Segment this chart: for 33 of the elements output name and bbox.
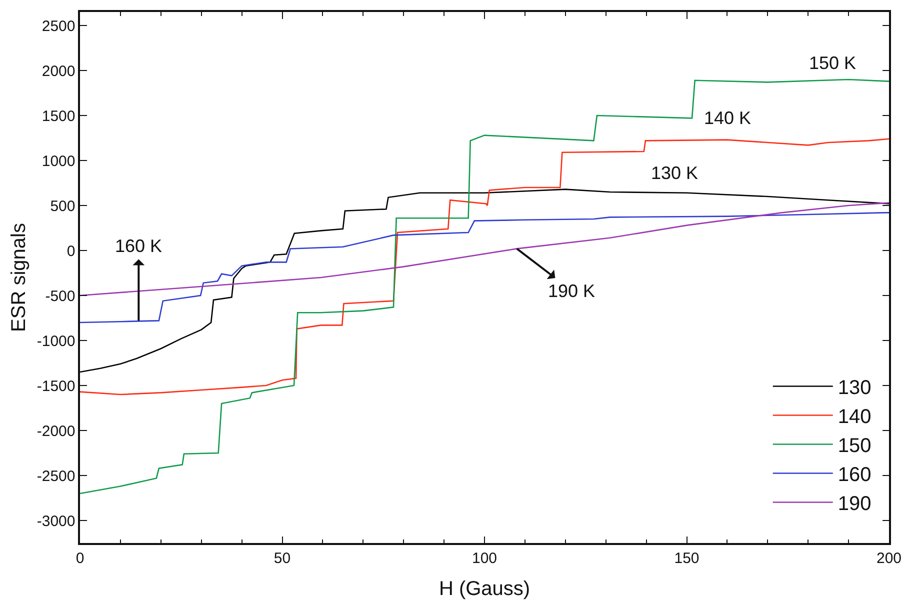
x-tick-label: 50 bbox=[274, 550, 291, 567]
y-tick-label: -1000 bbox=[36, 332, 76, 350]
y-tick-label: 0 bbox=[66, 242, 76, 260]
x-tick-label: 200 bbox=[876, 550, 902, 567]
line-series bbox=[80, 138, 889, 396]
y-tick-label: -500 bbox=[45, 288, 76, 305]
y-tick-label: 2000 bbox=[42, 62, 76, 80]
x-tick-label: 150 bbox=[674, 550, 700, 567]
y-tick-label: 1500 bbox=[42, 108, 76, 125]
y-tick-label: 1000 bbox=[42, 152, 76, 170]
legend-label: 130 bbox=[838, 377, 872, 400]
legend-label: 150 bbox=[838, 435, 872, 458]
y-tick-label: 2500 bbox=[42, 18, 76, 35]
legend-label: 140 bbox=[838, 406, 872, 428]
y-tick-label: -2500 bbox=[36, 468, 76, 485]
annotation: 130 K bbox=[651, 163, 698, 183]
legend-label: 160 bbox=[838, 464, 872, 486]
line-series bbox=[80, 188, 889, 373]
y-tick-label: -1500 bbox=[36, 378, 76, 395]
x-axis-title: H (Gauss) bbox=[438, 578, 530, 600]
annotation: 140 K bbox=[704, 108, 752, 128]
legend-label: 190 bbox=[838, 493, 872, 516]
y-tick-label: -2000 bbox=[36, 422, 76, 440]
line-series bbox=[80, 202, 889, 296]
line-series bbox=[80, 212, 889, 324]
annotation: 190 K bbox=[548, 281, 596, 301]
annotation: 150 K bbox=[809, 53, 856, 73]
line-series bbox=[80, 78, 889, 494]
annotation: 160 K bbox=[115, 236, 162, 256]
y-axis-title: ESR signals bbox=[8, 223, 30, 332]
y-tick-label: 500 bbox=[50, 198, 76, 215]
y-tick-label: -3000 bbox=[36, 512, 76, 530]
x-tick-label: 100 bbox=[472, 550, 498, 567]
